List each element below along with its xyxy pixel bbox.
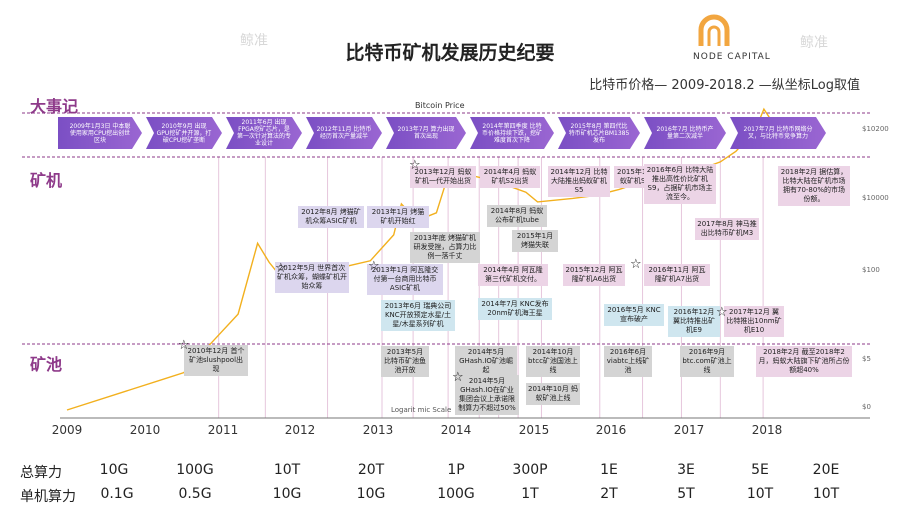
- y-tick-label: $10200: [862, 125, 889, 133]
- single-hashrate-value: 10T: [812, 486, 840, 502]
- total-hashrate-value: 1E: [600, 462, 618, 478]
- star-icon: ☆: [452, 370, 464, 385]
- row-label-events: 大事记: [30, 97, 79, 116]
- total-hashrate-label: 总算力: [20, 465, 62, 481]
- pool-event: 2013年5月 比特币矿池鱼池开放: [381, 346, 429, 377]
- miner-event: 2016年12月 翼比特推出矿机E9: [668, 306, 720, 337]
- watermark-logo-right: 鲸准: [800, 35, 828, 51]
- row-label-miners: 矿机: [30, 171, 63, 190]
- miner-event: 2014年7月 KNC发布20nm矿机海王星: [478, 298, 552, 320]
- miner-event: 2013年1月 烤猫矿机开始红: [367, 206, 429, 228]
- miner-event: 2013年底 烤猫矿机研发受挫，占算力比例一落千丈: [410, 232, 480, 263]
- pool-event: 2016年6月 viabtc上线矿池: [604, 346, 652, 377]
- miner-event: 2017年8月 神马推出比特币矿机M3: [695, 218, 759, 240]
- y-tick-label: $10000: [862, 194, 889, 202]
- total-hashrate-value: 300P: [512, 462, 548, 478]
- page-title: 比特币矿机发展历史纪要: [345, 42, 555, 64]
- miner-event: 2014年4月 蚂蚁矿机S2出货: [480, 166, 540, 188]
- miner-event: 2018年2月 据估算，比特大陆在矿机市场拥有70-80%的市场份额。: [778, 166, 850, 206]
- total-hashrate-value: 100G: [176, 462, 214, 478]
- miner-event: 2016年11月 阿瓦隆矿机A7出货: [644, 264, 710, 286]
- miner-event: 2014年12月 比特大陆推出蚂蚁矿机S5: [548, 166, 610, 197]
- year-label: 2010: [129, 423, 161, 437]
- single-hashrate-label: 单机算力: [20, 489, 76, 505]
- y-tick-label: $5: [862, 355, 871, 363]
- single-hashrate-value: 10G: [356, 486, 386, 502]
- miner-event: 2014年8月 蚂蚁公布矿机tube: [487, 205, 547, 227]
- total-hashrate-value: 10G: [99, 462, 129, 478]
- star-icon: ☆: [275, 261, 287, 276]
- year-label: 2013: [362, 423, 394, 437]
- milestone: 2013年7月 算力出现首次出现: [386, 117, 466, 149]
- total-hashrate-value: 3E: [677, 462, 695, 478]
- miner-event: 2017年12月 翼比特推出10nm矿机E10: [724, 306, 784, 337]
- star-icon: ☆: [716, 305, 728, 320]
- miner-event: 2014年4月 阿瓦隆第三代矿机交付。: [478, 264, 548, 286]
- milestone: 2011年6月 出现FPGA挖矿芯片，是第一次针对算法的专业设计: [226, 117, 302, 149]
- watermark-logo-left: 鲸准: [240, 33, 268, 49]
- single-hashrate-value: 5T: [677, 486, 695, 502]
- miner-event: 2016年5月 KNC宣布破产: [604, 304, 664, 326]
- miner-event: 2013年12月 蚂蚁矿机一代开始出货: [410, 166, 476, 188]
- pool-event: 2014年10月 蚂蚁矿池上线: [526, 383, 580, 405]
- miner-event: 2012年8月 烤猫矿机众筹ASIC矿机: [298, 206, 364, 228]
- milestone: 2014年第四季度 比特币价格持续下跌，挖矿难度首次下降: [470, 117, 554, 149]
- total-hashrate-value: 20E: [812, 462, 840, 478]
- pool-event: 2014年10月 btcc矿池国池上线: [526, 346, 580, 377]
- subtitle: 比特币价格— 2009-2018.2 —纵坐标Log取值: [589, 78, 860, 93]
- total-hashrate-value: 1P: [447, 462, 465, 478]
- row-label-pools: 矿池: [30, 355, 63, 374]
- log-scale-label: Logarit mic Scale: [391, 406, 452, 414]
- year-label: 2014: [440, 423, 472, 437]
- star-icon: ☆: [409, 158, 421, 173]
- single-hashrate-value: 100G: [437, 486, 475, 502]
- milestone: 2017年7月 比特币网络分叉，与比特币竞争算力: [730, 117, 826, 149]
- y-tick-label: $0: [862, 403, 871, 411]
- star-icon: ☆: [178, 338, 190, 353]
- pool-event: 2018年2月 截至2018年2月，蚂蚁大陆旗下矿池所占份额超40%: [756, 346, 852, 377]
- single-hashrate-value: 1T: [521, 486, 539, 502]
- single-hashrate-value: 10T: [746, 486, 774, 502]
- milestone: 2016年7月 比特币产量第二次减半: [644, 117, 726, 149]
- milestone: 2012年11月 比特币经历首次产量减半: [306, 117, 382, 149]
- miner-event: 2013年1月 阿瓦隆交付第一台商用比特币ASIC矿机: [367, 264, 443, 295]
- miner-event: 2015年12月 阿瓦隆矿机A6出货: [563, 264, 625, 286]
- total-hashrate-value: 5E: [751, 462, 769, 478]
- pool-event: 2016年9月 btc.com矿池上线: [680, 346, 734, 377]
- node-capital-logo-icon: [698, 14, 730, 46]
- year-label: 2011: [207, 423, 239, 437]
- year-label: 2009: [51, 423, 83, 437]
- year-label: 2012: [284, 423, 316, 437]
- star-icon: ☆: [630, 257, 642, 272]
- pool-event: 2010年12月 首个矿池slushpool出现: [184, 345, 248, 376]
- year-label: 2015: [518, 423, 550, 437]
- pool-event: 2014年5月 GHash.IO矿池崛起: [455, 346, 517, 377]
- total-hashrate-value: 10T: [273, 462, 301, 478]
- miner-event: 2015年1月 烤猫失联: [512, 230, 558, 252]
- star-icon: ☆: [368, 259, 380, 274]
- single-hashrate-value: 0.1G: [100, 486, 134, 502]
- y-tick-label: $100: [862, 266, 880, 274]
- single-hashrate-value: 2T: [600, 486, 618, 502]
- logo-text: NODE CAPITAL: [693, 52, 771, 62]
- year-label: 2017: [673, 423, 705, 437]
- miner-event: 2013年6月 瑞典公司KNC开放预定水星/土星/木星系列矿机: [381, 300, 455, 331]
- total-hashrate-value: 20T: [357, 462, 385, 478]
- chart-title: Bitcoin Price: [415, 101, 465, 110]
- single-hashrate-value: 10G: [272, 486, 302, 502]
- milestone: 2009年1月3日 中本聪使用家用CPU挖出创世区块: [58, 117, 142, 149]
- miner-event: 2016年6月 比特大陆推出高性价比矿机S9，占据矿机市场主流至今。: [644, 164, 716, 204]
- milestone: 2010年9月 出现GPU挖矿并开源，打破CPU挖矿垄断: [146, 117, 222, 149]
- year-label: 2016: [595, 423, 627, 437]
- single-hashrate-value: 0.5G: [178, 486, 212, 502]
- pool-event: 2014年5月 GHash.IO在矿业集团会议上承诺限制算力不超过50%: [455, 375, 519, 415]
- miner-event: 2012年5月 世界首次矿机众筹，蝴蝶矿机开始众筹: [275, 262, 349, 293]
- milestone: 2015年8月 第四代比特币矿机芯片BM1385发布: [558, 117, 640, 149]
- year-label: 2018: [751, 423, 783, 437]
